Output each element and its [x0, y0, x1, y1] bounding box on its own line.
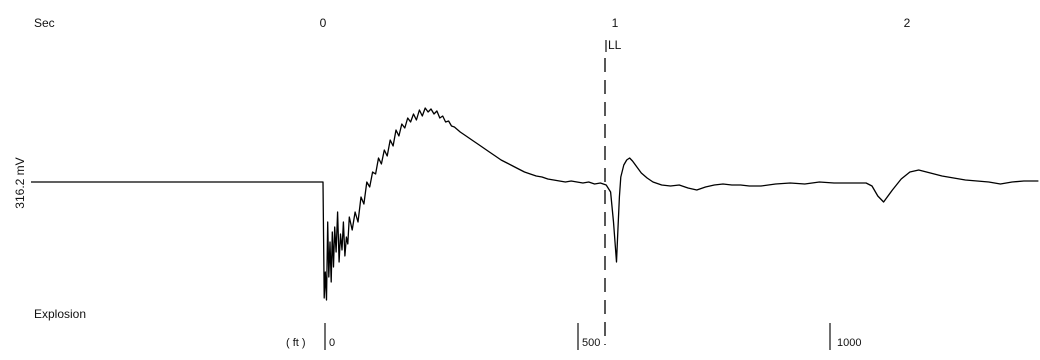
marker-label: LL: [608, 38, 622, 52]
time-tick-label-1: 1: [612, 16, 619, 30]
series-line-waveform: [31, 107, 1039, 301]
distance-tick-label-500: 500: [582, 337, 600, 349]
distance-axis-label: ( ft ): [286, 337, 306, 349]
y-axis-label: 316.2 mV: [13, 157, 27, 208]
time-tick-label-2: 2: [904, 16, 911, 30]
time-axis-label: Sec: [34, 16, 55, 30]
time-tick-label-0: 0: [320, 16, 327, 30]
distance-tick-label-1000: 1000: [837, 337, 861, 349]
channel-label: Explosion: [34, 307, 86, 321]
distance-tick-label-0: 0: [329, 337, 335, 349]
